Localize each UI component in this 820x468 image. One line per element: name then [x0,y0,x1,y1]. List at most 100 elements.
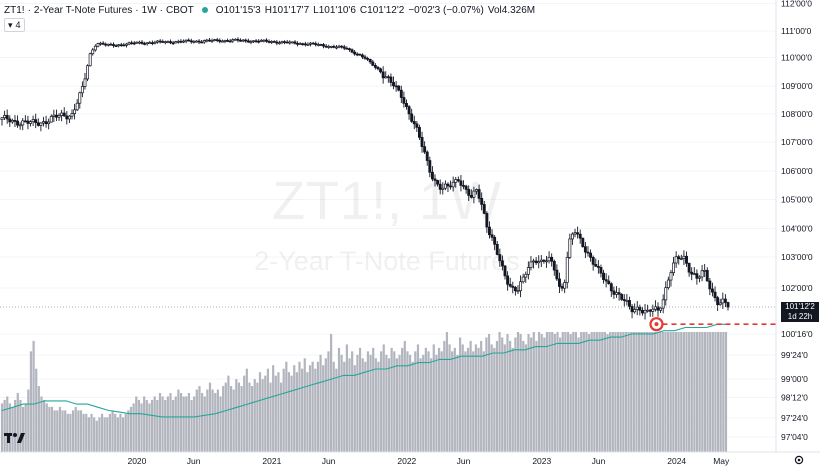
volume-bar [332,361,335,452]
volume-bar [116,417,119,452]
volume-bar [272,365,275,452]
candle-body [441,187,445,190]
candle-body [602,272,605,280]
volume-bar [316,361,320,452]
volume-bar [161,396,164,452]
volume-bar [703,332,707,452]
candle-body [583,246,587,253]
volume-bar [335,368,338,452]
time-axis[interactable]: 2020 Jun 2021 Jun 2022 Jun 2023 Jun 2024 May [0,451,820,466]
candle-body [402,97,406,104]
volume-bar [609,332,612,452]
candle-body [207,39,211,42]
volume-bar [166,396,169,452]
candle-body [176,40,180,43]
legend-symbol[interactable]: ZT1! [4,4,25,16]
volume-bar [108,413,112,452]
candle-body [436,180,440,185]
volume-bar [458,337,462,452]
volume-bar [95,420,98,452]
price-axis[interactable]: 112'00'0 111'00'0 110'00'0 109'00'0 108'00'0… [775,0,813,452]
volume-bar [261,379,264,452]
price-tick-label: 100'16'0 [781,329,813,339]
candle-body [591,257,595,265]
time-tick-label: 2023 [532,456,551,466]
candle-body [376,67,380,70]
candle-body [428,160,432,173]
volume-bar [574,332,578,452]
volume-bar [630,332,633,452]
volume-bar [543,337,546,452]
candle-body [679,258,683,260]
price-candles [0,37,730,320]
candle-body [493,236,497,245]
candle-body [451,181,455,188]
candle-body [640,309,644,314]
volume-bar [351,351,354,452]
candle-body [200,41,204,44]
volume-bar [619,332,622,452]
volume-bar [664,332,667,452]
candle-body [57,115,61,118]
volume-bar [561,332,564,452]
volume-bar [453,347,456,452]
volume-bar [572,332,575,452]
candle-body [467,189,471,196]
volume-bar [353,365,356,452]
tradingview-logo-icon[interactable] [4,432,26,444]
candle-body [570,233,574,240]
indicators-toggle-button[interactable]: ▾ 4 [4,18,25,32]
volume-bar [522,340,525,452]
candle-body [596,265,600,268]
volume-bar [624,332,628,452]
price-tick-label: 109'00'0 [781,81,813,91]
settings-gear-icon[interactable] [794,455,804,465]
volume-bar [214,393,217,452]
legend-low-label: L [313,4,319,16]
volume-bar [422,354,425,452]
candle-body [573,232,577,235]
volume-bar [385,354,388,452]
legend-low: 101'10'6 [318,4,356,16]
volume-bar [577,337,580,452]
volume-bar [680,332,683,452]
candle-body [83,78,87,87]
candle-body [612,290,616,295]
volume-bar [590,332,593,452]
candle-body [630,306,634,313]
legend-interval[interactable]: 1W [141,4,157,16]
volume-bar [293,365,296,452]
volume-bar [685,332,688,452]
candle-body [666,279,670,289]
volume-bar [506,334,509,452]
volume-bar [327,351,330,452]
market-status-icon[interactable] [201,7,208,13]
volume-bar [603,332,606,452]
volume-bar [487,334,491,452]
volume-bar [448,344,451,452]
candle-body [669,272,673,281]
price-tick-label: 111'00'0 [781,26,812,36]
volume-bar [74,406,77,452]
indicator-count: 4 [15,20,21,30]
volume-bar [266,368,270,452]
candle-body [475,189,478,192]
volume-bar [301,368,304,452]
volume-bar [103,417,106,452]
candle-body [638,306,642,311]
volume-bar [200,393,204,452]
candle-body [5,115,9,120]
candle-body [710,288,714,293]
volume-bar [464,351,467,452]
candle-body [633,309,637,313]
volume-bar [532,332,535,452]
volume-bar [61,410,64,452]
volume-bar [585,332,588,452]
volume-bar [100,413,104,452]
candle-body [210,40,214,42]
candle-body [581,237,585,248]
candle-body [0,117,4,120]
volume-bar [219,396,222,452]
